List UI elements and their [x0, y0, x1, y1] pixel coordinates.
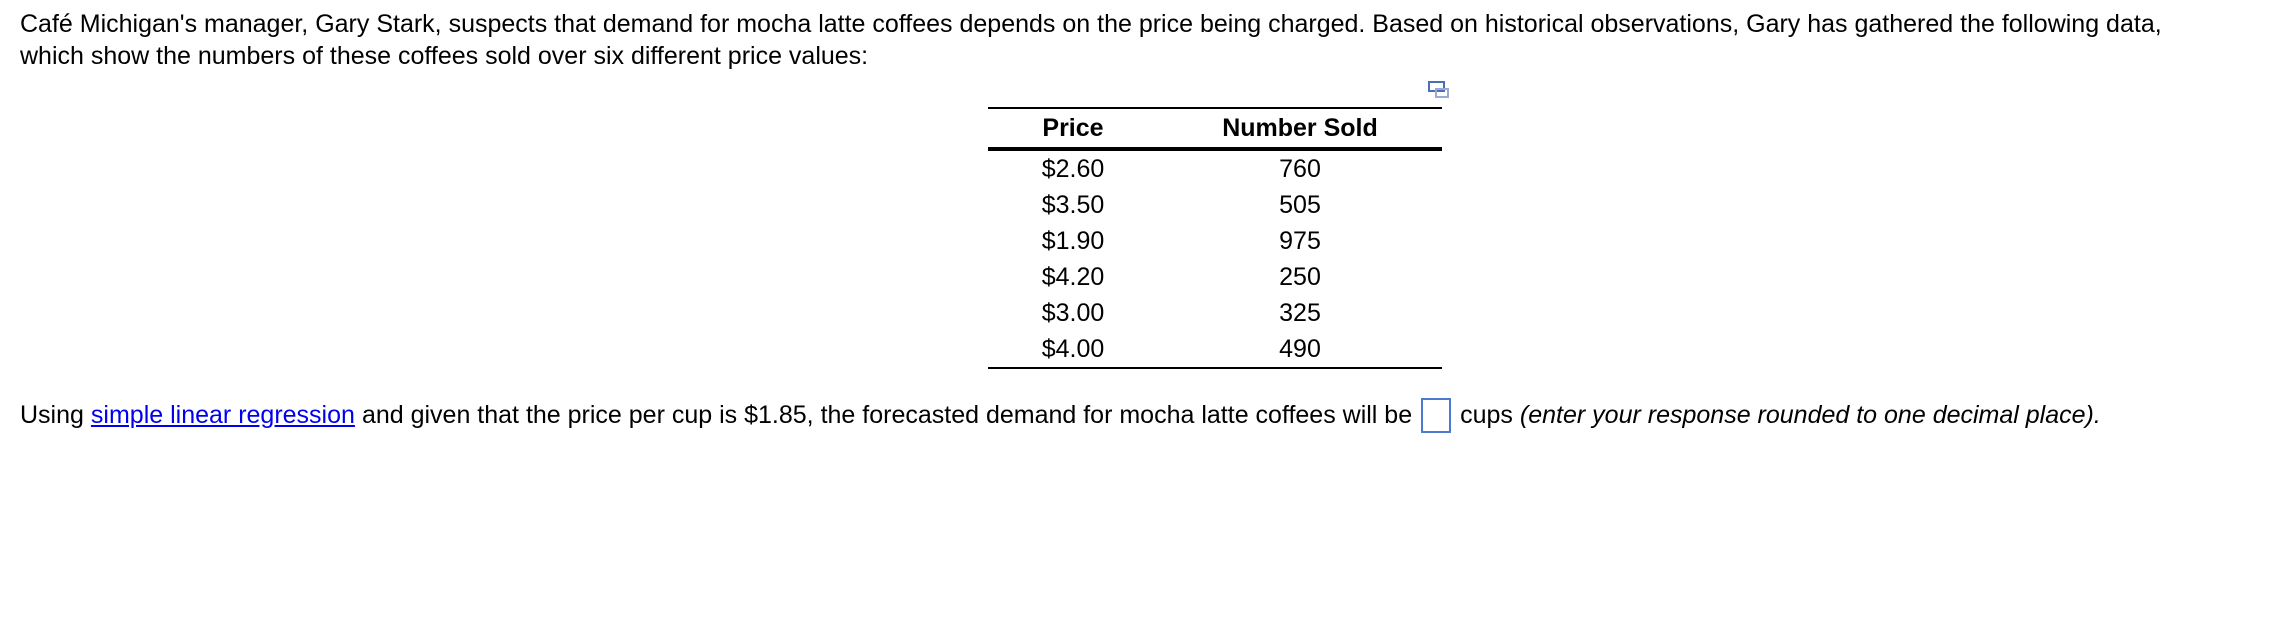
cell: $3.00: [1041, 298, 1105, 327]
hint-text: (enter your response rounded to one deci…: [1519, 401, 2101, 429]
unit-text: cups: [1460, 401, 1513, 429]
header-cell: Number Sold: [1158, 108, 1442, 151]
cell: 975: [1279, 226, 1321, 255]
intro-line: Café Michigan's manager, Gary Stark, sus…: [20, 10, 2162, 38]
cell: $1.90: [1041, 226, 1105, 255]
cell: $3.50: [1041, 190, 1105, 219]
question-text: Using: [20, 401, 84, 429]
cell: 325: [1279, 298, 1321, 327]
header-cell: Price: [988, 108, 1158, 151]
cell: $4.00: [1041, 334, 1105, 363]
question-text: and given that the price per cup is $1.8…: [361, 401, 1413, 429]
question: Using simple linear regression and given…: [20, 398, 2101, 433]
cell: 250: [1279, 262, 1321, 291]
expand-icon[interactable]: [1427, 80, 1451, 100]
answer-input[interactable]: [1421, 398, 1452, 433]
data-table: Price Number Sold $2.60 760 $3.50 505 $1.9…: [988, 107, 1442, 369]
cell: $4.20: [1041, 262, 1105, 291]
cell: 505: [1279, 190, 1321, 219]
glossary-link[interactable]: simple linear regression: [90, 401, 355, 429]
cell: 760: [1279, 154, 1321, 183]
cell: $2.60: [1041, 154, 1105, 183]
cell: 490: [1279, 334, 1321, 363]
intro-line: which show the numbers of these coffees …: [20, 42, 869, 70]
